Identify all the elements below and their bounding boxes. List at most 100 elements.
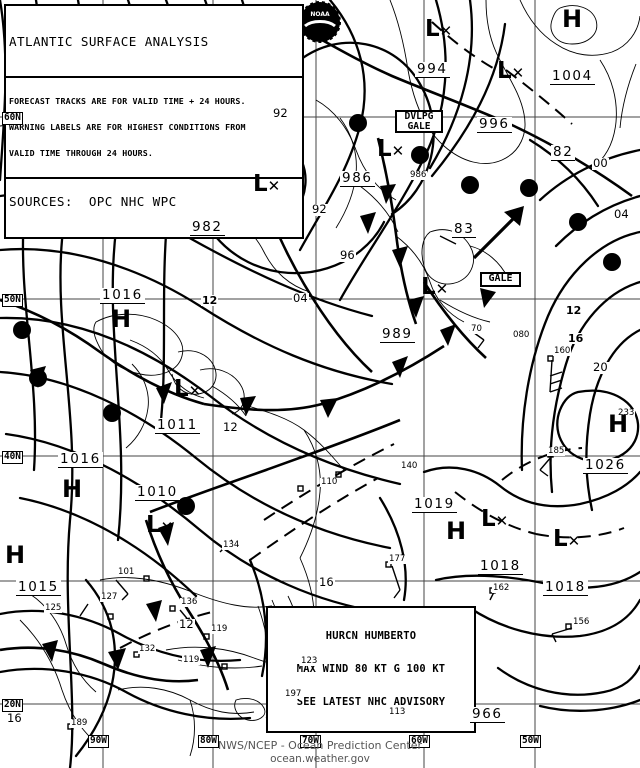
- map-value-label: 136: [180, 597, 199, 607]
- isobar-value-label: 1010: [135, 484, 180, 502]
- isobar-value-label: 986: [340, 170, 375, 188]
- hurricane-advisory-note: SEE LATEST NHC ADVISORY: [296, 696, 446, 709]
- map-value-label: 233: [617, 408, 636, 418]
- graticule-label: 90W: [88, 735, 109, 748]
- low-pressure-center: L✕: [553, 526, 581, 552]
- notice-line-1: FORECAST TRACKS ARE FOR VALID TIME + 24 …: [9, 95, 246, 106]
- graticule-label: 50W: [520, 735, 541, 748]
- map-value-label: 96: [339, 248, 356, 262]
- map-value-label: 132: [138, 644, 157, 654]
- graticule-label: 80W: [198, 735, 219, 748]
- isobar-value-label: 1018: [543, 579, 588, 597]
- low-pressure-center: L✕: [497, 58, 525, 84]
- low-pressure-center: L✕: [377, 136, 405, 162]
- isobar-value-label: 1018: [478, 558, 523, 576]
- map-value-label: 162: [492, 583, 511, 593]
- sources: SOURCES: OPC NHC WPC: [9, 193, 177, 209]
- map-value-label: 986: [409, 170, 428, 180]
- analysis-title: ATLANTIC SURFACE ANALYSIS: [9, 33, 209, 49]
- map-value-label: 16: [567, 332, 585, 345]
- map-value-label: 189: [70, 718, 89, 728]
- map-value-label: 00: [592, 156, 609, 170]
- map-footer: NWS/NCEP - Ocean Prediction Center ocean…: [0, 739, 640, 765]
- high-pressure-center: H: [562, 5, 583, 33]
- low-pressure-center: L✕: [253, 171, 281, 197]
- map-value-label: 101: [117, 567, 136, 577]
- graticule-label: 60W: [409, 735, 430, 748]
- graticule-label: 70W: [300, 735, 321, 748]
- isobar-value-label: 989: [380, 326, 415, 344]
- map-value-label: 92: [272, 106, 289, 120]
- map-value-label: 125: [44, 603, 63, 613]
- map-value-label: 156: [572, 617, 591, 627]
- isobar-value-label: 1016: [58, 451, 103, 469]
- isobar-value-label: 82: [551, 144, 576, 162]
- map-value-label: 04: [613, 207, 630, 221]
- map-value-label: 197: [284, 689, 303, 699]
- isobar-value-label: 982: [190, 219, 225, 237]
- forecast-track-arrow: [472, 206, 524, 260]
- isobar-value-label: 1015: [16, 579, 61, 597]
- map-value-label: 160: [553, 346, 572, 356]
- hurricane-name: HURCN HUMBERTO: [325, 630, 417, 643]
- map-value-label: 134: [222, 540, 241, 550]
- map-value-label: 12: [178, 617, 195, 631]
- map-value-label: 080: [512, 330, 531, 340]
- map-value-label: 123: [300, 656, 319, 666]
- cold-front-pips: [30, 184, 496, 670]
- notice-line-2: WARNING LABELS ARE FOR HIGHEST CONDITION…: [9, 121, 246, 132]
- map-value-label: 20: [592, 360, 609, 374]
- graticule-label: 20N: [2, 699, 23, 712]
- map-value-label: 119: [182, 655, 201, 665]
- low-pressure-center: L✕: [146, 512, 174, 538]
- map-value-label: 70: [470, 324, 483, 334]
- map-value-label: 04: [292, 291, 309, 305]
- noaa-logo: NOAA: [299, 1, 341, 43]
- isobar-value-label: 996: [477, 116, 512, 134]
- notice-line-3: VALID TIME THROUGH 24 HOURS.: [9, 148, 154, 159]
- isobar-value-label: 1019: [412, 496, 457, 514]
- low-pressure-center: L✕: [425, 16, 453, 42]
- footer-url: ocean.weather.gov: [270, 752, 370, 765]
- warm-front-bumps: [13, 114, 621, 515]
- graticule-label: 60N: [2, 112, 23, 125]
- dvlpg-gale-warning-label: DVLPG GALE: [395, 110, 443, 134]
- station-plots: [67, 235, 573, 730]
- map-value-label: 110: [320, 477, 339, 487]
- low-pressure-center: L✕: [174, 376, 202, 402]
- map-value-label: 113: [388, 707, 407, 717]
- gale-warning-label: GALE: [480, 272, 521, 287]
- forecast-notice-box: FORECAST TRACKS ARE FOR VALID TIME + 24 …: [4, 76, 304, 179]
- isobar-value-label: 994: [415, 61, 450, 79]
- isobar-value-label: 966: [470, 706, 505, 724]
- low-pressure-center: L✕: [421, 274, 449, 300]
- high-pressure-center: H: [446, 517, 467, 545]
- hurricane-advisory-box: HURCN HUMBERTO MAX WIND 80 KT G 100 KT S…: [266, 606, 476, 734]
- map-value-label: 177: [388, 554, 407, 564]
- high-pressure-center: H: [111, 305, 132, 333]
- map-value-label: 119: [210, 624, 229, 634]
- map-value-label: 140: [400, 461, 419, 471]
- high-pressure-center: H: [5, 541, 26, 569]
- hurricane-max-wind: MAX WIND 80 KT G 100 KT: [296, 663, 446, 676]
- map-value-label: 127: [100, 592, 119, 602]
- map-value-label: 185: [547, 446, 566, 456]
- isobar-value-label: 1004: [550, 68, 595, 86]
- footer-agency: NWS/NCEP - Ocean Prediction Center: [217, 739, 423, 752]
- map-value-label: 16: [318, 575, 335, 589]
- isobar-value-label: 83: [452, 221, 477, 239]
- map-value-label: 12: [222, 420, 239, 434]
- low-pressure-center: L✕: [481, 506, 509, 532]
- graticule-label: 50N: [2, 294, 23, 307]
- map-value-label: 16: [6, 711, 23, 725]
- high-pressure-center: H: [62, 475, 83, 503]
- isobar-value-label: 1026: [583, 457, 628, 475]
- svg-text:NOAA: NOAA: [310, 11, 330, 18]
- map-value-label: 12: [201, 294, 219, 307]
- graticule-label: 40N: [2, 451, 23, 464]
- isobar-value-label: 1011: [155, 417, 200, 435]
- map-value-label: 92: [311, 202, 328, 216]
- map-value-label: 12: [565, 304, 583, 317]
- high-pressure-center: H: [608, 410, 629, 438]
